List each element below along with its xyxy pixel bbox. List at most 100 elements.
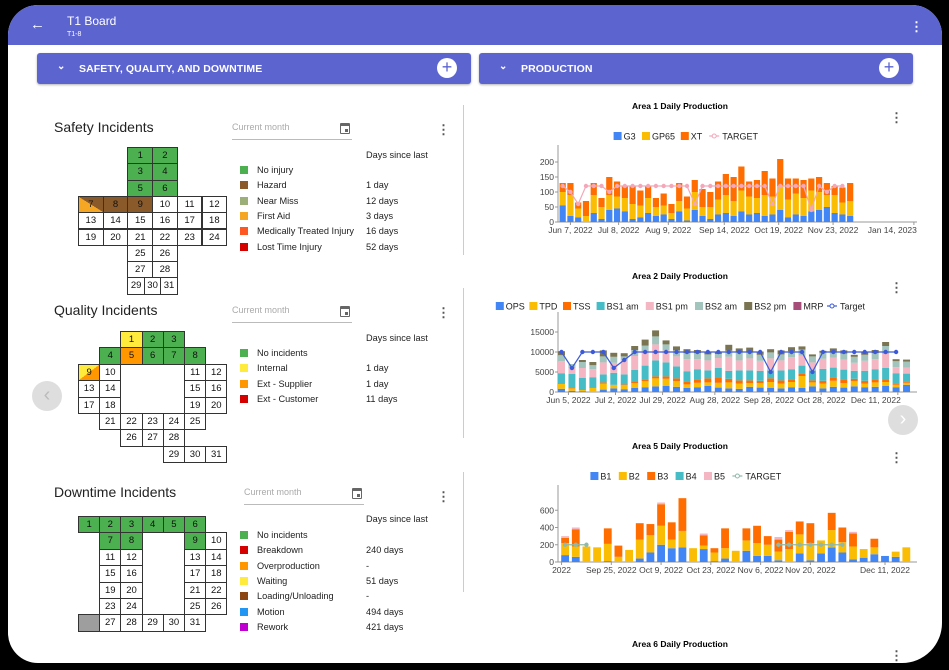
calendar-day[interactable]: 6 [152, 179, 178, 197]
calendar-day[interactable]: 24 [162, 413, 185, 431]
calendar-day[interactable]: 25 [127, 244, 154, 263]
calendar-day[interactable]: 16 [120, 565, 143, 583]
calendar-day[interactable]: 31 [160, 277, 178, 295]
calendar-day[interactable]: 1 [120, 331, 143, 349]
calendar-day[interactable]: 12 [120, 548, 143, 567]
calendar-day[interactable]: 29 [141, 614, 164, 632]
calendar-day[interactable]: 3 [162, 331, 185, 349]
calendar-day[interactable]: 27 [141, 429, 164, 447]
calendar-day[interactable]: 22 [205, 581, 228, 599]
calendar-day[interactable]: 26 [120, 429, 143, 447]
calendar-day[interactable]: 2 [99, 516, 122, 534]
calendar-day[interactable]: 4 [152, 163, 178, 181]
calendar-day[interactable]: 18 [99, 396, 122, 414]
calendar-day[interactable]: 19 [78, 228, 104, 246]
calendar-day[interactable]: 28 [152, 261, 178, 279]
calendar-day[interactable]: 23 [176, 228, 203, 246]
calendar-day[interactable]: 20 [205, 396, 228, 414]
chevron-down-icon[interactable]: ⌄ [499, 61, 508, 72]
calendar-day[interactable]: 23 [99, 598, 122, 616]
calendar-day[interactable]: 24 [120, 598, 143, 616]
calendar-day[interactable]: 17 [184, 565, 207, 583]
calendar-day[interactable]: 31 [184, 614, 207, 632]
calendar-day[interactable]: 5 [120, 347, 143, 365]
calendar-day[interactable]: 14 [99, 380, 122, 398]
calendar-day[interactable]: 19 [184, 396, 207, 414]
calendar-day[interactable]: 21 [99, 413, 122, 431]
calendar-day[interactable]: 14 [102, 212, 129, 230]
calendar-day[interactable]: 25 [184, 413, 207, 431]
calendar-day[interactable] [78, 614, 101, 632]
calendar-day[interactable]: 9 [78, 363, 101, 382]
calendar-day[interactable]: 10 [99, 363, 122, 382]
calendar-day[interactable]: 6 [184, 516, 207, 534]
calendar-day[interactable]: 8 [120, 532, 143, 550]
section-header-safety-quality-downtime[interactable]: ⌄ SAFETY, QUALITY, AND DOWNTIME + [37, 53, 471, 84]
calendar-day[interactable]: 9 [127, 195, 154, 214]
calendar-day[interactable]: 27 [99, 614, 122, 632]
more-vert-icon[interactable]: ⋮ [437, 305, 450, 320]
calendar-day[interactable]: 21 [127, 228, 154, 246]
calendar-day[interactable]: 5 [162, 516, 185, 534]
more-vert-icon[interactable]: ⋮ [437, 489, 450, 504]
add-icon[interactable]: + [437, 58, 457, 78]
calendar-day[interactable]: 10 [152, 195, 178, 214]
calendar-day[interactable]: 5 [127, 179, 154, 197]
calendar-day[interactable]: 15 [99, 565, 122, 583]
arrow-left-icon[interactable]: ← [30, 16, 45, 33]
calendar-day[interactable]: 24 [201, 228, 228, 246]
calendar-day[interactable]: 23 [141, 413, 164, 431]
calendar-day[interactable]: 12 [201, 195, 228, 214]
calendar-day[interactable]: 28 [120, 614, 143, 632]
calendar-day[interactable]: 3 [120, 516, 143, 534]
section-header-production[interactable]: ⌄ PRODUCTION + [479, 53, 913, 84]
calendar-day[interactable]: 3 [127, 163, 154, 181]
calendar-day[interactable]: 16 [152, 212, 178, 230]
calendar-day[interactable]: 26 [152, 244, 178, 263]
calendar-day[interactable]: 25 [184, 598, 207, 616]
calendar-day[interactable]: 14 [205, 548, 228, 567]
calendar-day[interactable]: 17 [176, 212, 203, 230]
calendar-day[interactable]: 20 [102, 228, 129, 246]
calendar-day[interactable]: 29 [162, 445, 185, 464]
calendar-day[interactable]: 30 [184, 445, 207, 464]
date-range-input[interactable]: Current month [232, 305, 352, 323]
calendar-day[interactable]: 19 [99, 581, 122, 599]
calendar-day[interactable]: 13 [78, 212, 104, 230]
calendar-day[interactable]: 27 [127, 261, 154, 279]
chevron-left-icon[interactable]: ‹ [32, 381, 62, 411]
add-icon[interactable]: + [879, 58, 899, 78]
calendar-day[interactable]: 26 [205, 598, 228, 616]
calendar-day[interactable]: 31 [205, 445, 228, 464]
calendar-day[interactable]: 30 [162, 614, 185, 632]
calendar-day[interactable]: 2 [152, 147, 178, 165]
more-vert-icon[interactable]: ⋮ [437, 122, 450, 137]
calendar-day[interactable]: 9 [184, 532, 207, 550]
date-range-input[interactable]: Current month [232, 122, 352, 140]
calendar-day[interactable]: 20 [120, 581, 143, 599]
calendar-day[interactable]: 4 [99, 347, 122, 365]
calendar-day[interactable]: 2 [141, 331, 164, 349]
calendar-day[interactable]: 7 [162, 347, 185, 365]
calendar-day[interactable]: 6 [141, 347, 164, 365]
calendar-day[interactable]: 11 [99, 548, 122, 567]
calendar-day[interactable]: 11 [176, 195, 203, 214]
calendar-day[interactable]: 28 [162, 429, 185, 447]
calendar-day[interactable]: 22 [120, 413, 143, 431]
calendar-day[interactable]: 11 [184, 363, 207, 382]
more-vert-icon[interactable]: ⋮ [910, 19, 923, 34]
calendar-icon[interactable] [340, 306, 350, 317]
calendar-day[interactable]: 8 [184, 347, 207, 365]
calendar-icon[interactable] [352, 488, 362, 499]
calendar-day[interactable]: 10 [205, 532, 228, 550]
calendar-day[interactable]: 13 [184, 548, 207, 567]
calendar-day[interactable]: 12 [205, 363, 228, 382]
calendar-day[interactable]: 18 [201, 212, 228, 230]
calendar-day[interactable]: 7 [78, 195, 104, 214]
calendar-day[interactable]: 4 [141, 516, 164, 534]
calendar-day[interactable]: 1 [127, 147, 154, 165]
date-range-input[interactable]: Current month [244, 487, 364, 505]
calendar-day[interactable]: 22 [152, 228, 178, 246]
calendar-day[interactable]: 16 [205, 380, 228, 398]
calendar-day[interactable]: 15 [127, 212, 154, 230]
